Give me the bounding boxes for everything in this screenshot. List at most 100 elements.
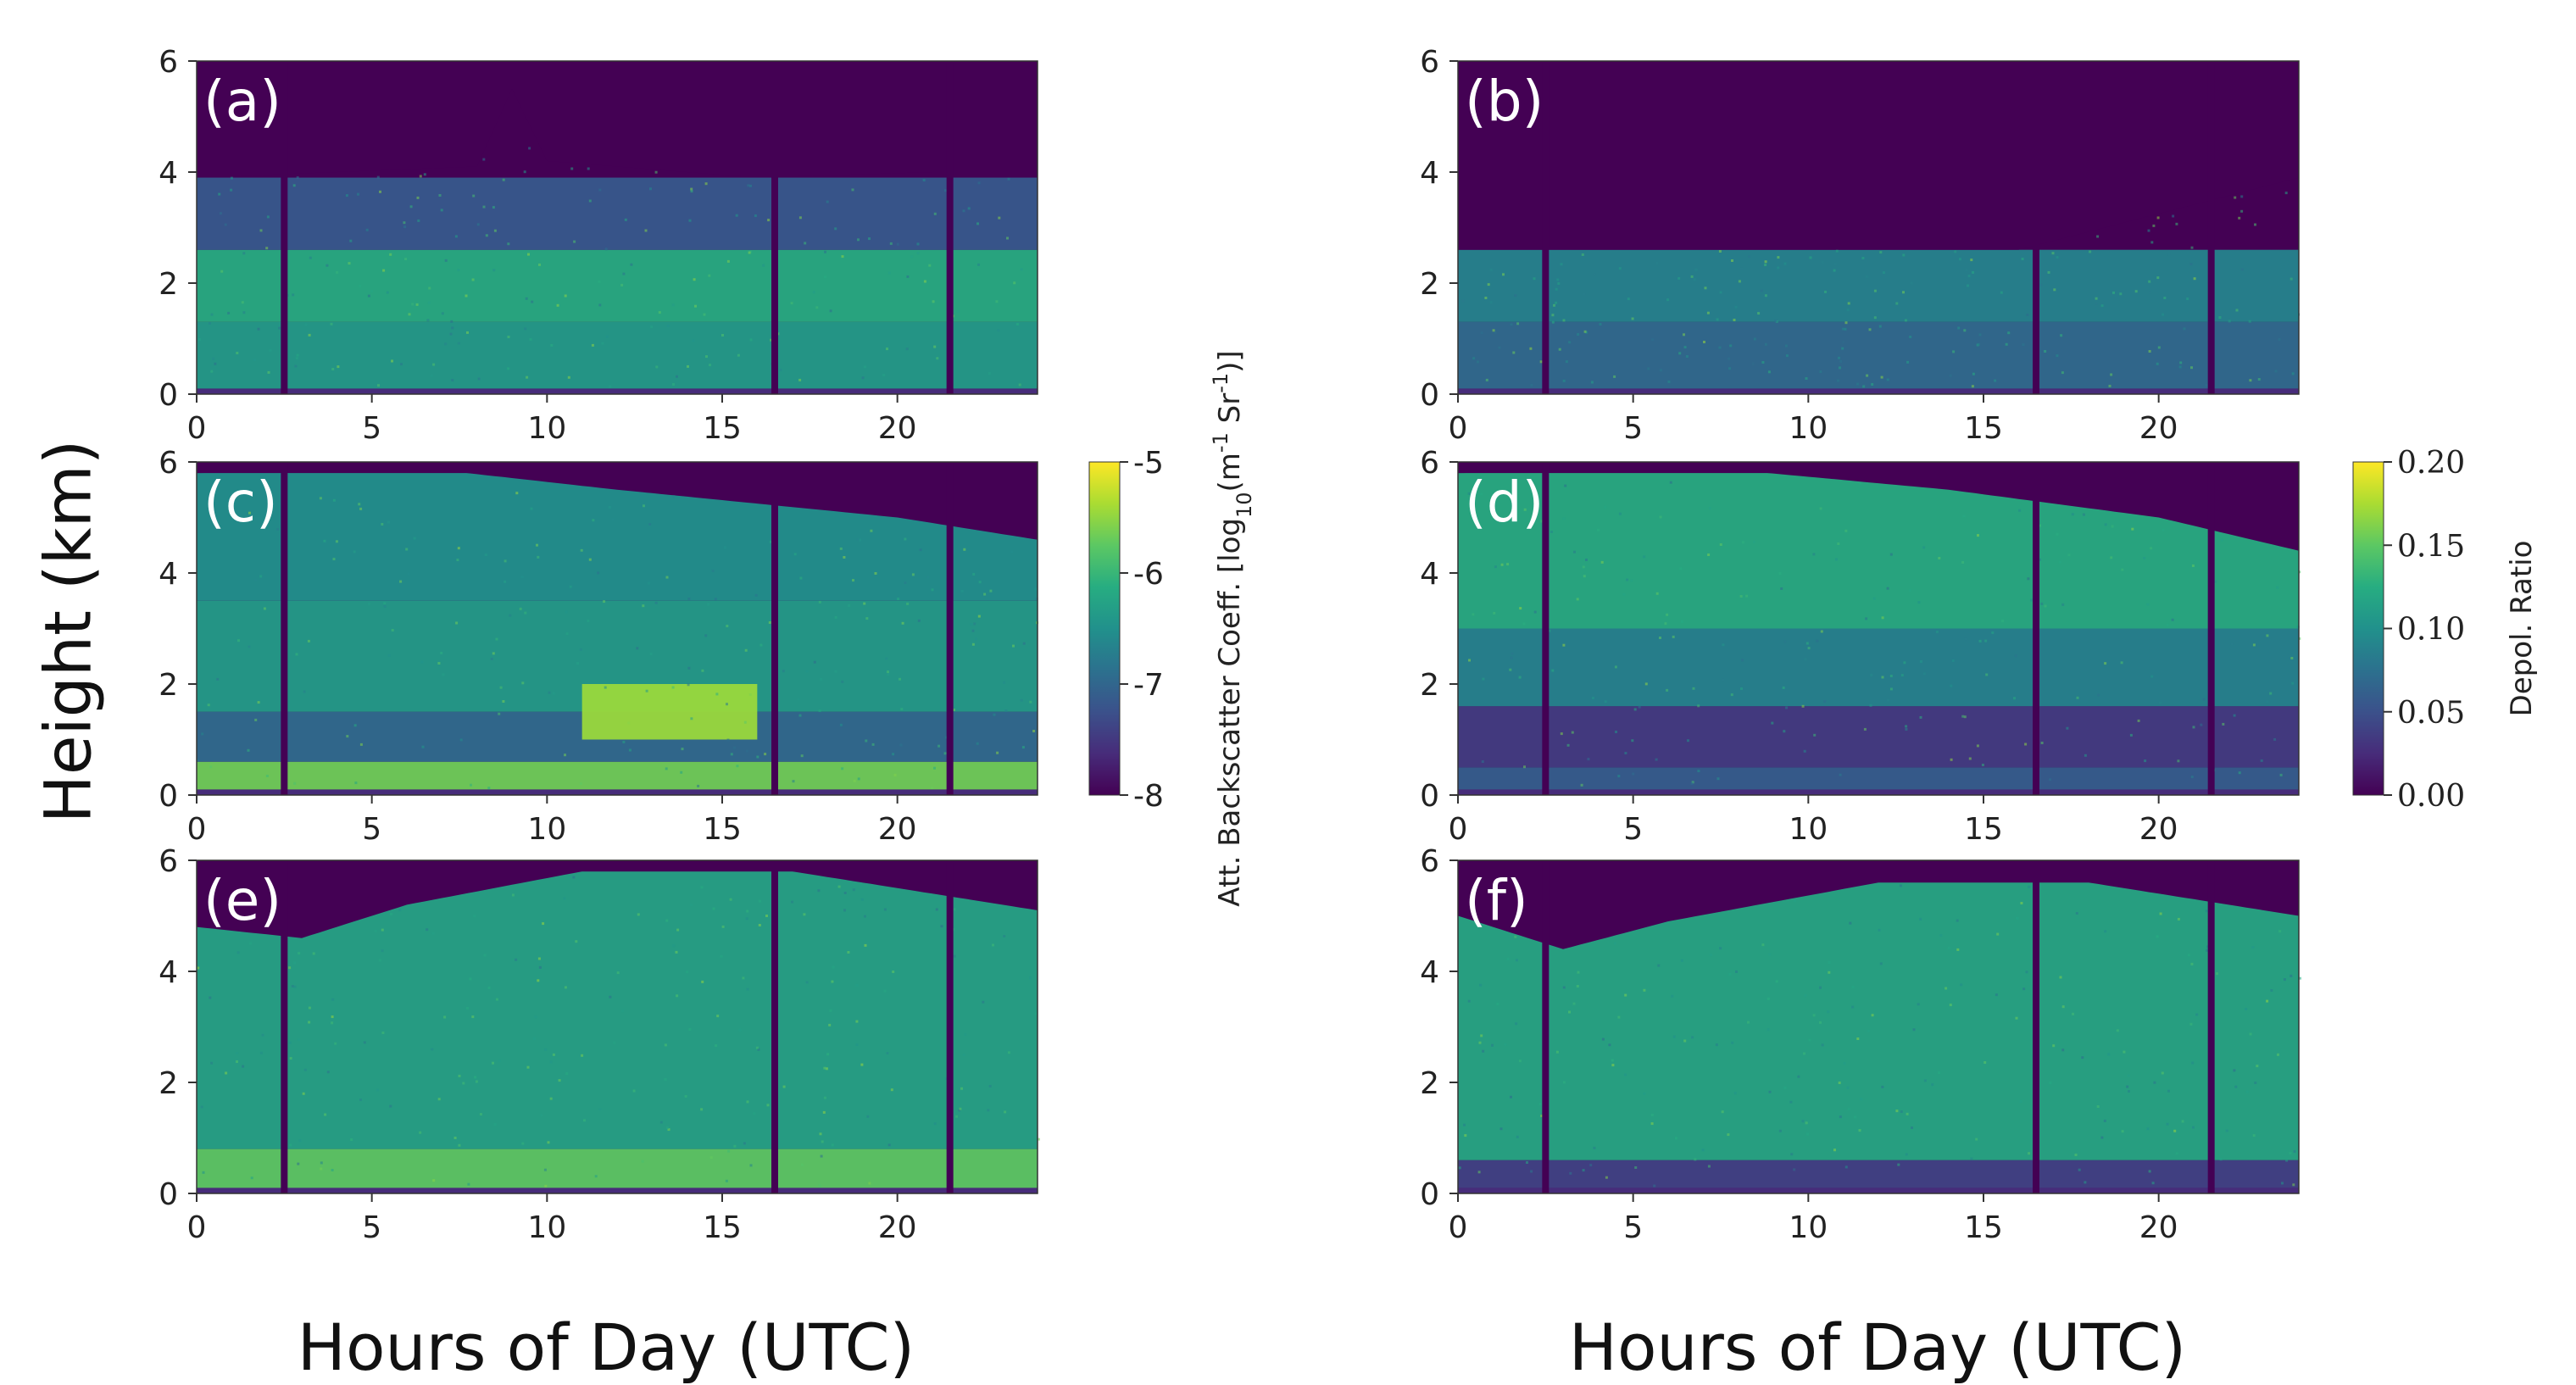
y-tick-label: 4 [159, 955, 178, 990]
y-tick-label: 4 [159, 156, 178, 191]
noise-pixel [1804, 994, 1807, 998]
noise-pixel [443, 1015, 447, 1019]
noise-pixel [2147, 229, 2150, 232]
noise-pixel [680, 770, 683, 774]
noise-pixel [1593, 1146, 1596, 1149]
noise-pixel [1679, 567, 1683, 570]
noise-pixel [2292, 1183, 2295, 1187]
noise-pixel [210, 370, 214, 373]
noise-pixel [2107, 1053, 2111, 1056]
noise-pixel [1879, 962, 1883, 965]
noise-pixel [1833, 269, 1836, 272]
noise-pixel [519, 607, 522, 610]
noise-pixel [1844, 1165, 1848, 1169]
noise-pixel [1849, 921, 1852, 925]
x-tick-label: 5 [1623, 411, 1643, 446]
noise-pixel [538, 263, 541, 266]
noise-pixel [2027, 577, 2030, 581]
panel-letter: (b) [1465, 69, 1544, 134]
noise-pixel [919, 548, 922, 552]
noise-pixel [1624, 993, 1627, 997]
noise-pixel [2278, 930, 2282, 933]
noise-pixel [210, 1061, 214, 1065]
noise-pixel [899, 743, 903, 747]
noise-pixel [1978, 333, 1982, 337]
ground-strip [197, 789, 1038, 795]
noise-pixel [2022, 987, 2026, 991]
noise-pixel [1618, 267, 1622, 270]
noise-pixel [1764, 294, 1767, 298]
noise-pixel [579, 648, 582, 651]
noise-pixel [779, 369, 782, 371]
noise-pixel [1839, 1115, 1842, 1119]
noise-pixel [1812, 1014, 1816, 1017]
noise-pixel [1617, 1015, 1621, 1019]
noise-pixel [621, 1010, 624, 1013]
noise-pixel [444, 342, 448, 346]
noise-pixel [676, 375, 678, 378]
signal-layer [1458, 249, 2299, 322]
noise-pixel [440, 651, 443, 654]
noise-pixel [1757, 312, 1761, 315]
noise-pixel [597, 571, 600, 575]
noise-pixel [671, 686, 675, 689]
noise-pixel [1777, 266, 1780, 270]
noise-pixel [2082, 513, 2085, 516]
noise-pixel [970, 622, 973, 626]
noise-pixel [871, 743, 875, 746]
noise-pixel [1719, 947, 1722, 950]
noise-pixel [1694, 268, 1698, 271]
noise-pixel [2225, 1129, 2228, 1132]
noise-pixel [197, 1048, 199, 1051]
y-tick-label: 0 [1420, 779, 1439, 814]
noise-pixel [743, 720, 747, 724]
noise-pixel [1748, 255, 1750, 259]
noise-pixel [2095, 302, 2098, 305]
noise-pixel [350, 1138, 353, 1141]
noise-pixel [1489, 268, 1493, 271]
noise-pixel [1768, 1090, 1772, 1093]
noise-pixel [1816, 639, 1819, 642]
noise-pixel [2238, 216, 2241, 220]
noise-pixel [721, 334, 724, 337]
noise-pixel [2120, 661, 2123, 665]
noise-pixel [1706, 311, 1710, 314]
noise-pixel [2218, 316, 2222, 320]
noise-pixel [197, 759, 200, 762]
noise-pixel [2096, 1105, 2100, 1108]
noise-pixel [1479, 983, 1483, 987]
noise-pixel [565, 632, 569, 636]
noise-pixel [1555, 301, 1558, 304]
noise-pixel [236, 951, 240, 954]
noise-pixel [1846, 1086, 1850, 1089]
noise-pixel [1801, 704, 1805, 708]
noise-pixel [2014, 654, 2017, 658]
noise-pixel [1881, 1085, 1884, 1088]
y-tick-label: 4 [159, 557, 178, 592]
noise-pixel [294, 364, 298, 368]
noise-pixel [892, 971, 895, 973]
noise-pixel [2060, 334, 2063, 337]
noise-pixel [2052, 1044, 2056, 1048]
noise-pixel [2222, 722, 2225, 726]
noise-pixel [1951, 659, 1955, 662]
data-gap [1542, 860, 1549, 1193]
noise-pixel [711, 570, 715, 572]
noise-pixel [1644, 682, 1648, 686]
noise-pixel [944, 189, 947, 192]
noise-pixel [749, 338, 753, 342]
noise-pixel [749, 1164, 753, 1167]
noise-pixel [1510, 1095, 1512, 1099]
noise-pixel [1631, 317, 1634, 320]
panel-c: 0 5 10 15 20 0 2 4 6 (c) [159, 446, 1039, 847]
noise-pixel [1862, 385, 1866, 388]
noise-pixel [2001, 620, 2004, 623]
noise-pixel [829, 309, 832, 313]
noise-pixel [1647, 367, 1650, 370]
noise-pixel [2190, 366, 2193, 370]
noise-pixel [2202, 698, 2206, 701]
noise-pixel [2192, 1126, 2195, 1129]
noise-pixel [1515, 1022, 1518, 1026]
noise-pixel [335, 540, 338, 543]
noise-pixel [1740, 267, 1743, 270]
